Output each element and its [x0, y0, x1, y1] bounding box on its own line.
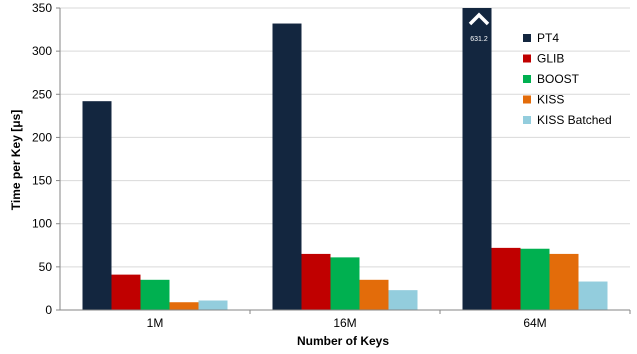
- bar-boost-16m: [330, 257, 360, 310]
- y-tick-label: 200: [32, 130, 52, 144]
- overflow-annotation: 631.2: [468, 12, 490, 43]
- legend-swatch: [523, 54, 531, 63]
- bar-boost-1m: [140, 279, 170, 310]
- bar-pt4-1m: [82, 101, 112, 310]
- bar-boost-64m: [520, 248, 550, 310]
- legend-label: PT4: [537, 31, 559, 45]
- y-axis-ticks: 0 50 100 150 200 250 300 350: [32, 1, 60, 317]
- legend-swatch: [523, 34, 531, 42]
- bar-pt4-16m: [272, 23, 302, 310]
- y-tick-label: 50: [39, 260, 53, 274]
- x-axis-ticks: 1M 16M 64M: [147, 310, 631, 330]
- bar-glib-1m: [111, 274, 141, 310]
- legend-swatch: [523, 95, 531, 104]
- y-axis-title: Time per Key [μs]: [9, 110, 23, 211]
- y-tick-label: 0: [45, 303, 52, 317]
- x-tick-label: 64M: [523, 316, 546, 330]
- gridlines: [60, 7, 630, 311]
- legend-label: BOOST: [537, 72, 580, 86]
- legend: PT4 GLIB BOOST KISS KISS Batched: [523, 31, 612, 127]
- x-tick-label: 1M: [147, 316, 164, 330]
- bar-glib-16m: [301, 253, 331, 310]
- legend-label: KISS: [537, 93, 564, 107]
- y-tick-label: 350: [32, 1, 52, 15]
- bar-pt4-64m: [462, 8, 492, 310]
- bar-kiss-batched-64m: [578, 281, 608, 310]
- y-tick-label: 100: [32, 217, 52, 231]
- bar-kiss-64m: [549, 253, 579, 310]
- x-tick-label: 16M: [333, 316, 356, 330]
- chevron-up-icon: [468, 12, 490, 26]
- legend-swatch: [523, 75, 531, 83]
- bar-kiss-16m: [359, 279, 389, 310]
- y-tick-label: 150: [32, 174, 52, 188]
- x-axis-title: Number of Keys: [297, 334, 389, 348]
- overflow-value-label: 631.2: [470, 36, 488, 43]
- legend-swatch: [523, 116, 531, 124]
- y-tick-label: 300: [32, 44, 52, 58]
- bars: [82, 8, 608, 310]
- bar-kiss-batched-16m: [388, 290, 418, 310]
- bar-kiss-1m: [169, 302, 199, 310]
- y-tick-label: 250: [32, 87, 52, 101]
- legend-label: KISS Batched: [537, 113, 612, 127]
- bar-glib-64m: [491, 247, 521, 310]
- bar-kiss-batched-1m: [198, 300, 228, 310]
- legend-label: GLIB: [537, 52, 564, 66]
